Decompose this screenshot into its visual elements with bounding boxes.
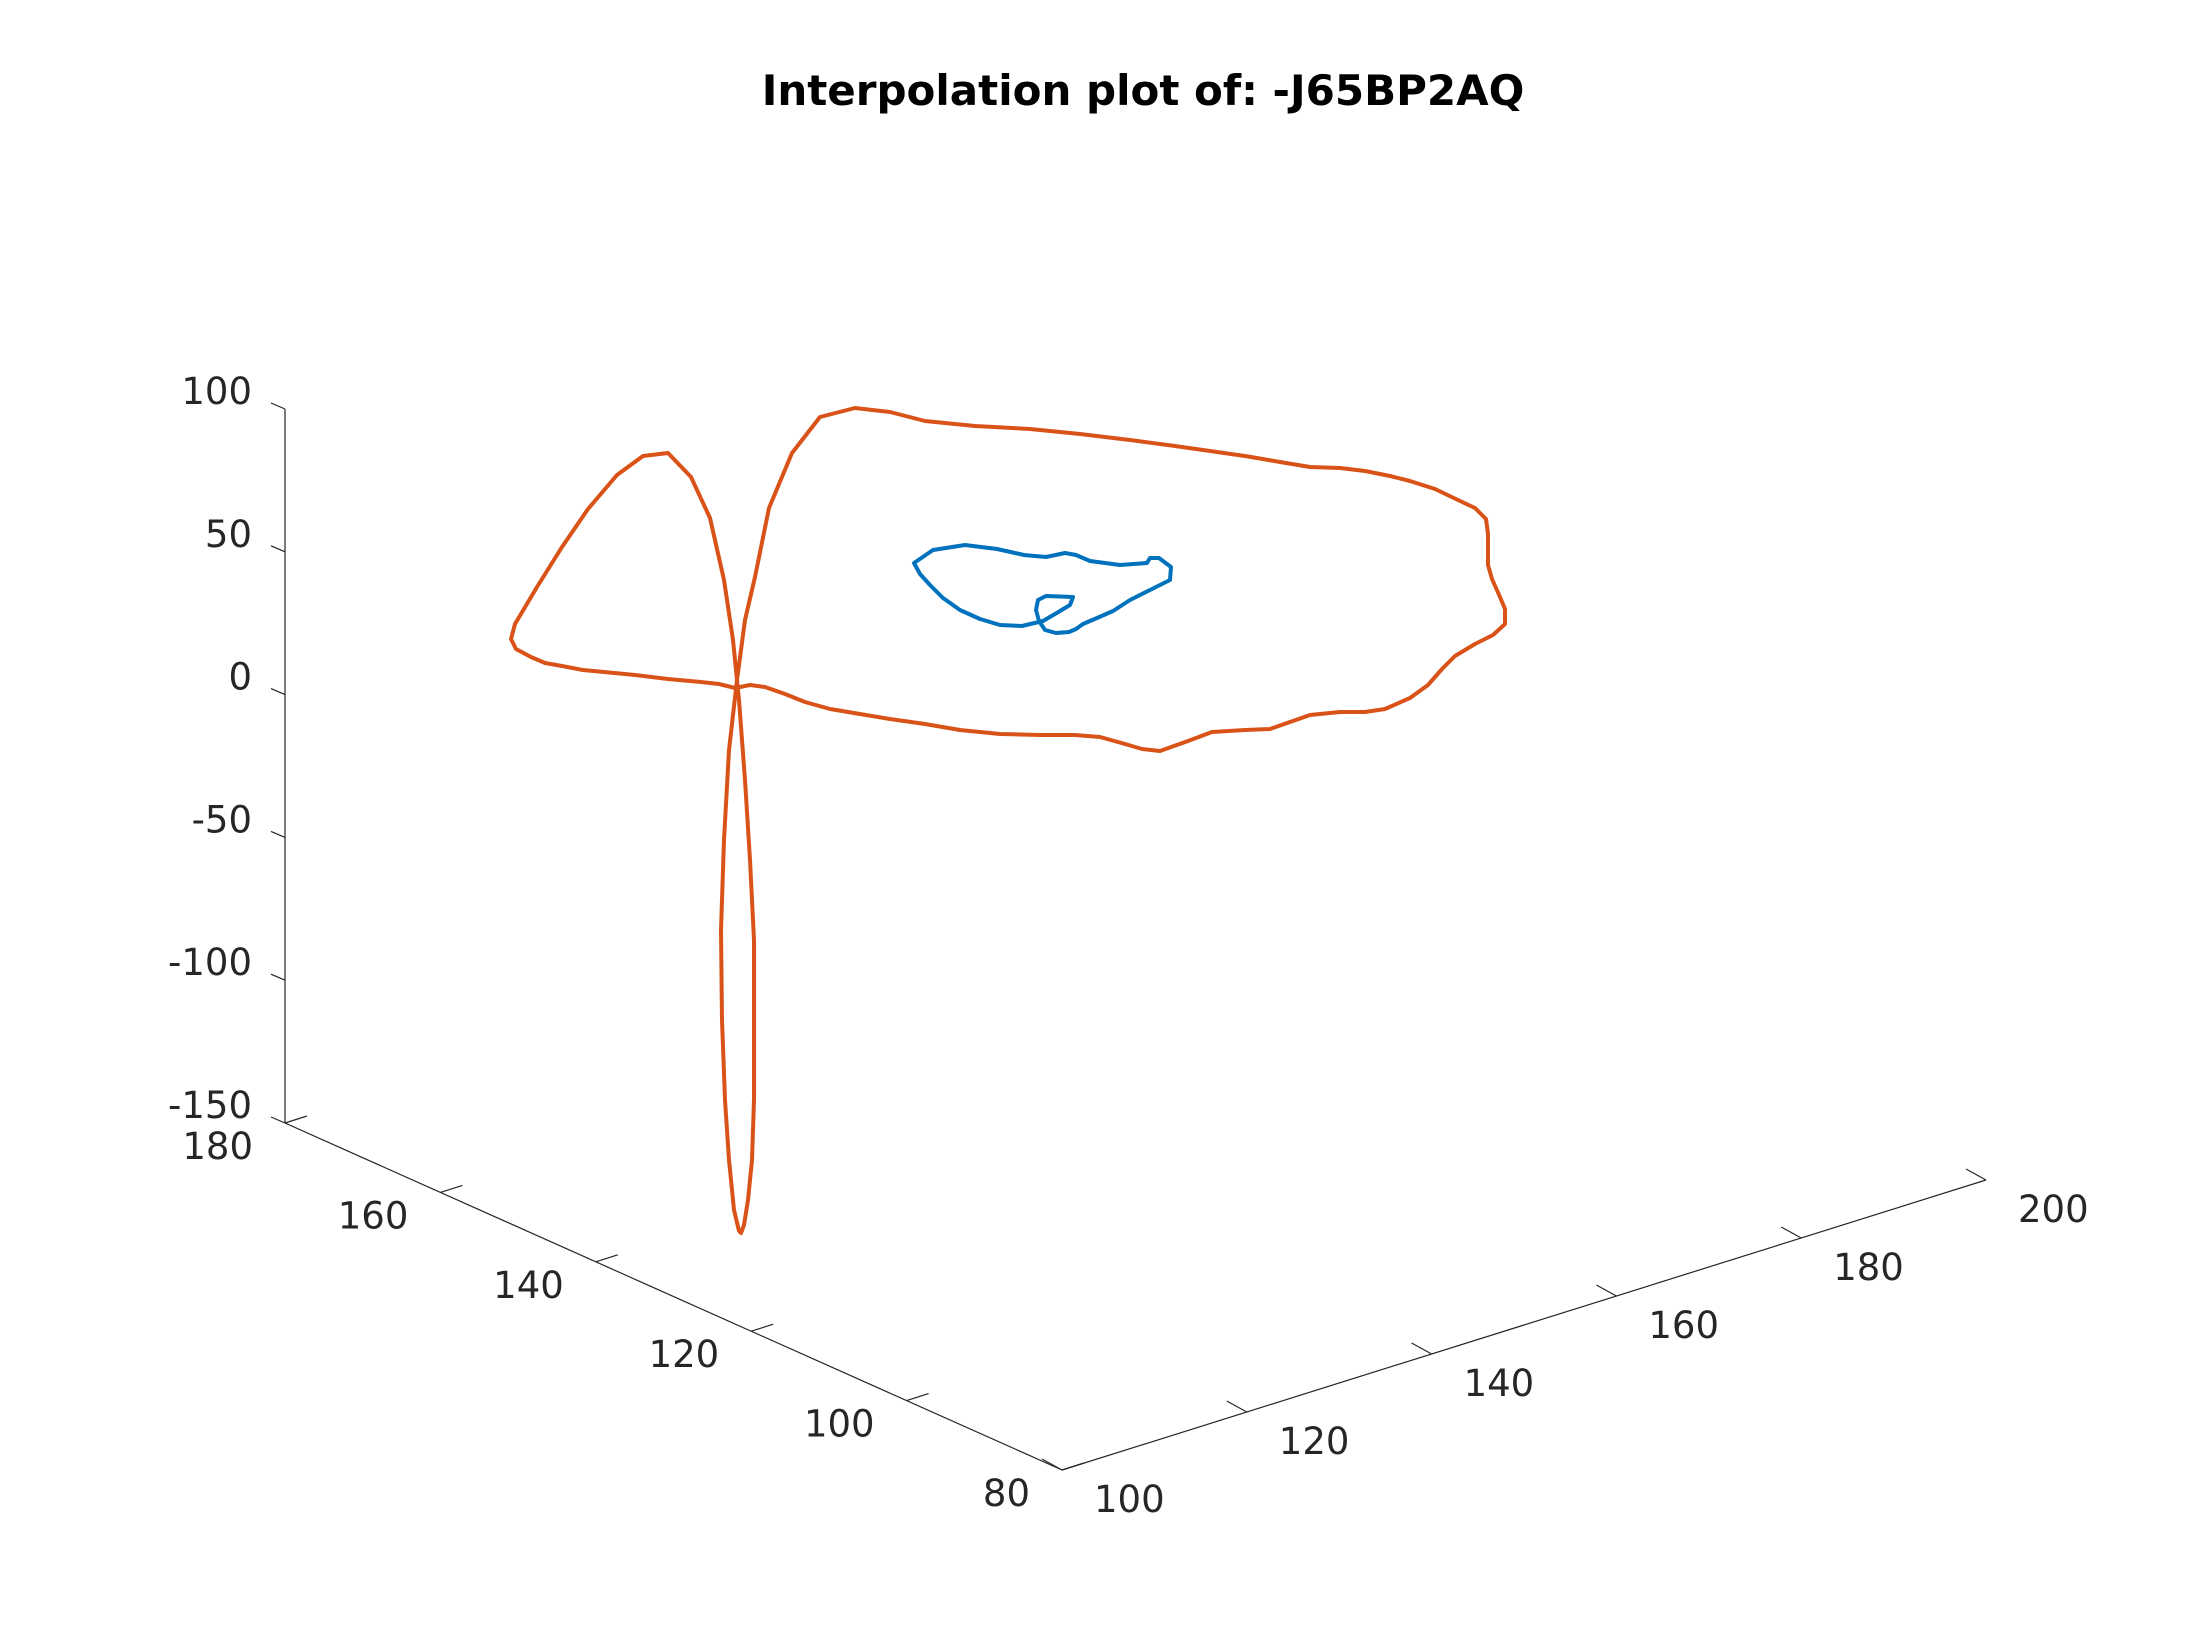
depth-tick-mark — [906, 1393, 929, 1402]
depth-tick-mark — [751, 1323, 774, 1332]
width-tick-label: 160 — [1648, 1304, 1719, 1347]
z-tick-mark — [270, 402, 286, 410]
z-tick-mark — [270, 1116, 286, 1124]
width-tick-label: 200 — [2018, 1188, 2089, 1231]
depth-tick-label: 180 — [182, 1125, 253, 1168]
z-tick-mark — [270, 830, 286, 838]
series-2-line — [509, 406, 1507, 1235]
width-tick-mark — [1596, 1284, 1617, 1297]
z-tick-mark — [270, 545, 286, 553]
depth-tick-label: 80 — [983, 1472, 1030, 1515]
depth-tick-label: 160 — [338, 1194, 409, 1237]
width-tick-label: 140 — [1464, 1362, 1535, 1405]
z-tick-label: 100 — [181, 370, 252, 413]
width-tick-label: 100 — [1094, 1478, 1165, 1521]
z-tick-label: -50 — [192, 798, 252, 841]
width-tick-label: 180 — [1833, 1246, 1904, 1289]
z-tick-label: -100 — [168, 941, 252, 984]
width-tick-mark — [1411, 1342, 1432, 1355]
depth-tick-mark — [284, 1115, 308, 1124]
depth-tick-label: 140 — [493, 1264, 564, 1307]
width-tick-mark — [1041, 1458, 1063, 1471]
z-tick-label: 50 — [205, 513, 252, 556]
width-axis: 100 120 140 160 180 200 — [1041, 1168, 2089, 1521]
depth-axis-line — [284, 1122, 1063, 1471]
depth-tick-label: 100 — [804, 1403, 875, 1446]
series-1-line — [912, 543, 1173, 635]
width-tick-mark — [1965, 1168, 1987, 1181]
z-tick-mark — [270, 688, 286, 696]
series-layer — [509, 406, 1507, 1235]
width-axis-line — [1061, 1179, 1987, 1471]
z-tick-mark — [270, 973, 286, 981]
width-tick-label: 120 — [1279, 1420, 1350, 1463]
depth-tick-mark — [595, 1254, 618, 1263]
z-tick-label: -150 — [168, 1084, 252, 1127]
chart-title: Interpolation plot of: -J65BP2AQ — [762, 66, 1525, 115]
width-tick-mark — [1780, 1226, 1802, 1239]
width-tick-mark — [1226, 1400, 1248, 1413]
depth-axis: 80 100 120 140 160 180 — [182, 1115, 1085, 1515]
depth-tick-mark — [440, 1184, 463, 1193]
depth-tick-label: 120 — [649, 1333, 720, 1376]
z-tick-label: 0 — [228, 656, 252, 699]
z-axis: -150 -100 -50 0 50 100 — [168, 370, 286, 1127]
